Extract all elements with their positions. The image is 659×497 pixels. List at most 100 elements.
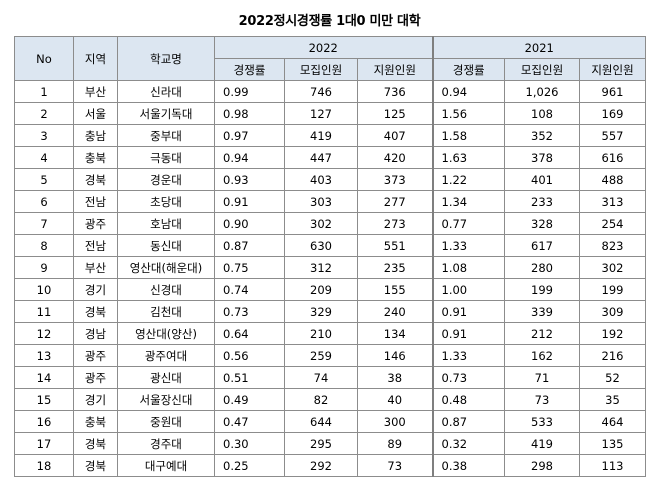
cell-region: 경북 xyxy=(73,454,118,477)
cell-school: 초당대 xyxy=(117,190,215,213)
cell-rate-2022: 0.49 xyxy=(214,388,285,411)
table-row: 9 부산 영산대(해운대) 0.75 312 235 1.08 280 302 xyxy=(14,256,646,279)
cell-applicants-2022: 736 xyxy=(357,80,433,103)
cell-recruit-2022: 295 xyxy=(284,432,358,455)
cell-rate-2021: 0.91 xyxy=(431,322,505,345)
cell-region: 서울 xyxy=(73,102,118,125)
cell-applicants-2021: 135 xyxy=(579,432,646,455)
cell-recruit-2021: 617 xyxy=(504,234,580,257)
table-row: 7 광주 호남대 0.90 302 273 0.77 328 254 xyxy=(14,212,646,235)
cell-applicants-2021: 823 xyxy=(579,234,646,257)
cell-applicants-2021: 961 xyxy=(579,80,646,103)
header-region: 지역 xyxy=(73,36,118,81)
cell-school: 신경대 xyxy=(117,278,215,301)
cell-school: 경운대 xyxy=(117,168,215,191)
cell-recruit-2021: 533 xyxy=(504,410,580,433)
cell-region: 광주 xyxy=(73,212,118,235)
cell-no: 15 xyxy=(14,388,74,411)
cell-applicants-2021: 113 xyxy=(579,454,646,477)
cell-recruit-2021: 71 xyxy=(504,366,580,389)
cell-no: 18 xyxy=(14,454,74,477)
cell-applicants-2022: 273 xyxy=(357,212,433,235)
cell-applicants-2022: 420 xyxy=(357,146,433,169)
cell-rate-2021: 1.00 xyxy=(431,278,505,301)
cell-recruit-2021: 401 xyxy=(504,168,580,191)
cell-applicants-2022: 373 xyxy=(357,168,433,191)
header-row-sub: 경쟁률 모집인원 지원인원 경쟁률 모집인원 지원인원 xyxy=(15,58,646,81)
cell-rate-2022: 0.74 xyxy=(214,278,285,301)
cell-school: 중부대 xyxy=(117,124,215,147)
cell-applicants-2022: 38 xyxy=(357,366,433,389)
table-row: 10 경기 신경대 0.74 209 155 1.00 199 199 xyxy=(14,278,646,301)
cell-rate-2022: 0.90 xyxy=(214,212,285,235)
table-row: 15 경기 서울장신대 0.49 82 40 0.48 73 35 xyxy=(14,388,646,411)
cell-rate-2022: 0.93 xyxy=(214,168,285,191)
cell-applicants-2021: 52 xyxy=(579,366,646,389)
competition-rate-table: No 지역 학교명 2022 2021 경쟁률 모집인원 지원인원 경쟁률 모집… xyxy=(14,36,646,477)
cell-applicants-2021: 35 xyxy=(579,388,646,411)
cell-recruit-2022: 630 xyxy=(284,234,358,257)
cell-rate-2022: 0.56 xyxy=(214,344,285,367)
cell-applicants-2022: 125 xyxy=(357,102,433,125)
cell-no: 10 xyxy=(14,278,74,301)
cell-applicants-2022: 300 xyxy=(357,410,433,433)
header-recruit-2022: 모집인원 xyxy=(284,58,358,81)
cell-recruit-2021: 352 xyxy=(504,124,580,147)
cell-recruit-2021: 199 xyxy=(504,278,580,301)
cell-applicants-2022: 155 xyxy=(357,278,433,301)
cell-applicants-2022: 240 xyxy=(357,300,433,323)
cell-school: 광주여대 xyxy=(117,344,215,367)
cell-no: 16 xyxy=(14,410,74,433)
cell-region: 경북 xyxy=(73,168,118,191)
header-rate-2021: 경쟁률 xyxy=(431,58,505,81)
header-year-2022: 2022 xyxy=(214,36,433,59)
cell-recruit-2022: 74 xyxy=(284,366,358,389)
cell-applicants-2022: 277 xyxy=(357,190,433,213)
cell-recruit-2021: 108 xyxy=(504,102,580,125)
cell-applicants-2022: 134 xyxy=(357,322,433,345)
cell-school: 중원대 xyxy=(117,410,215,433)
cell-recruit-2022: 302 xyxy=(284,212,358,235)
cell-rate-2022: 0.91 xyxy=(214,190,285,213)
cell-recruit-2021: 298 xyxy=(504,454,580,477)
cell-school: 대구예대 xyxy=(117,454,215,477)
cell-recruit-2022: 312 xyxy=(284,256,358,279)
cell-rate-2021: 1.58 xyxy=(431,124,505,147)
cell-region: 부산 xyxy=(73,256,118,279)
cell-rate-2021: 1.33 xyxy=(431,234,505,257)
cell-recruit-2022: 127 xyxy=(284,102,358,125)
cell-no: 11 xyxy=(14,300,74,323)
cell-region: 광주 xyxy=(73,344,118,367)
table-row: 17 경북 경주대 0.30 295 89 0.32 419 135 xyxy=(14,432,646,455)
cell-applicants-2021: 464 xyxy=(579,410,646,433)
cell-applicants-2021: 309 xyxy=(579,300,646,323)
cell-region: 경기 xyxy=(73,278,118,301)
table-row: 6 전남 초당대 0.91 303 277 1.34 233 313 xyxy=(14,190,646,213)
cell-no: 7 xyxy=(14,212,74,235)
cell-recruit-2021: 1,026 xyxy=(504,80,580,103)
cell-rate-2022: 0.64 xyxy=(214,322,285,345)
cell-rate-2021: 0.87 xyxy=(431,410,505,433)
cell-recruit-2021: 419 xyxy=(504,432,580,455)
cell-recruit-2021: 378 xyxy=(504,146,580,169)
cell-school: 극동대 xyxy=(117,146,215,169)
cell-recruit-2022: 644 xyxy=(284,410,358,433)
cell-rate-2022: 0.30 xyxy=(214,432,285,455)
cell-school: 경주대 xyxy=(117,432,215,455)
header-rate-2022: 경쟁률 xyxy=(214,58,285,81)
cell-school: 신라대 xyxy=(117,80,215,103)
cell-rate-2021: 1.08 xyxy=(431,256,505,279)
cell-no: 9 xyxy=(14,256,74,279)
cell-applicants-2022: 40 xyxy=(357,388,433,411)
cell-recruit-2021: 73 xyxy=(504,388,580,411)
cell-rate-2022: 0.73 xyxy=(214,300,285,323)
cell-applicants-2021: 557 xyxy=(579,124,646,147)
cell-rate-2021: 1.22 xyxy=(431,168,505,191)
cell-region: 충남 xyxy=(73,124,118,147)
cell-applicants-2021: 199 xyxy=(579,278,646,301)
cell-region: 경북 xyxy=(73,432,118,455)
cell-region: 광주 xyxy=(73,366,118,389)
cell-recruit-2022: 292 xyxy=(284,454,358,477)
cell-rate-2022: 0.94 xyxy=(214,146,285,169)
cell-recruit-2021: 233 xyxy=(504,190,580,213)
